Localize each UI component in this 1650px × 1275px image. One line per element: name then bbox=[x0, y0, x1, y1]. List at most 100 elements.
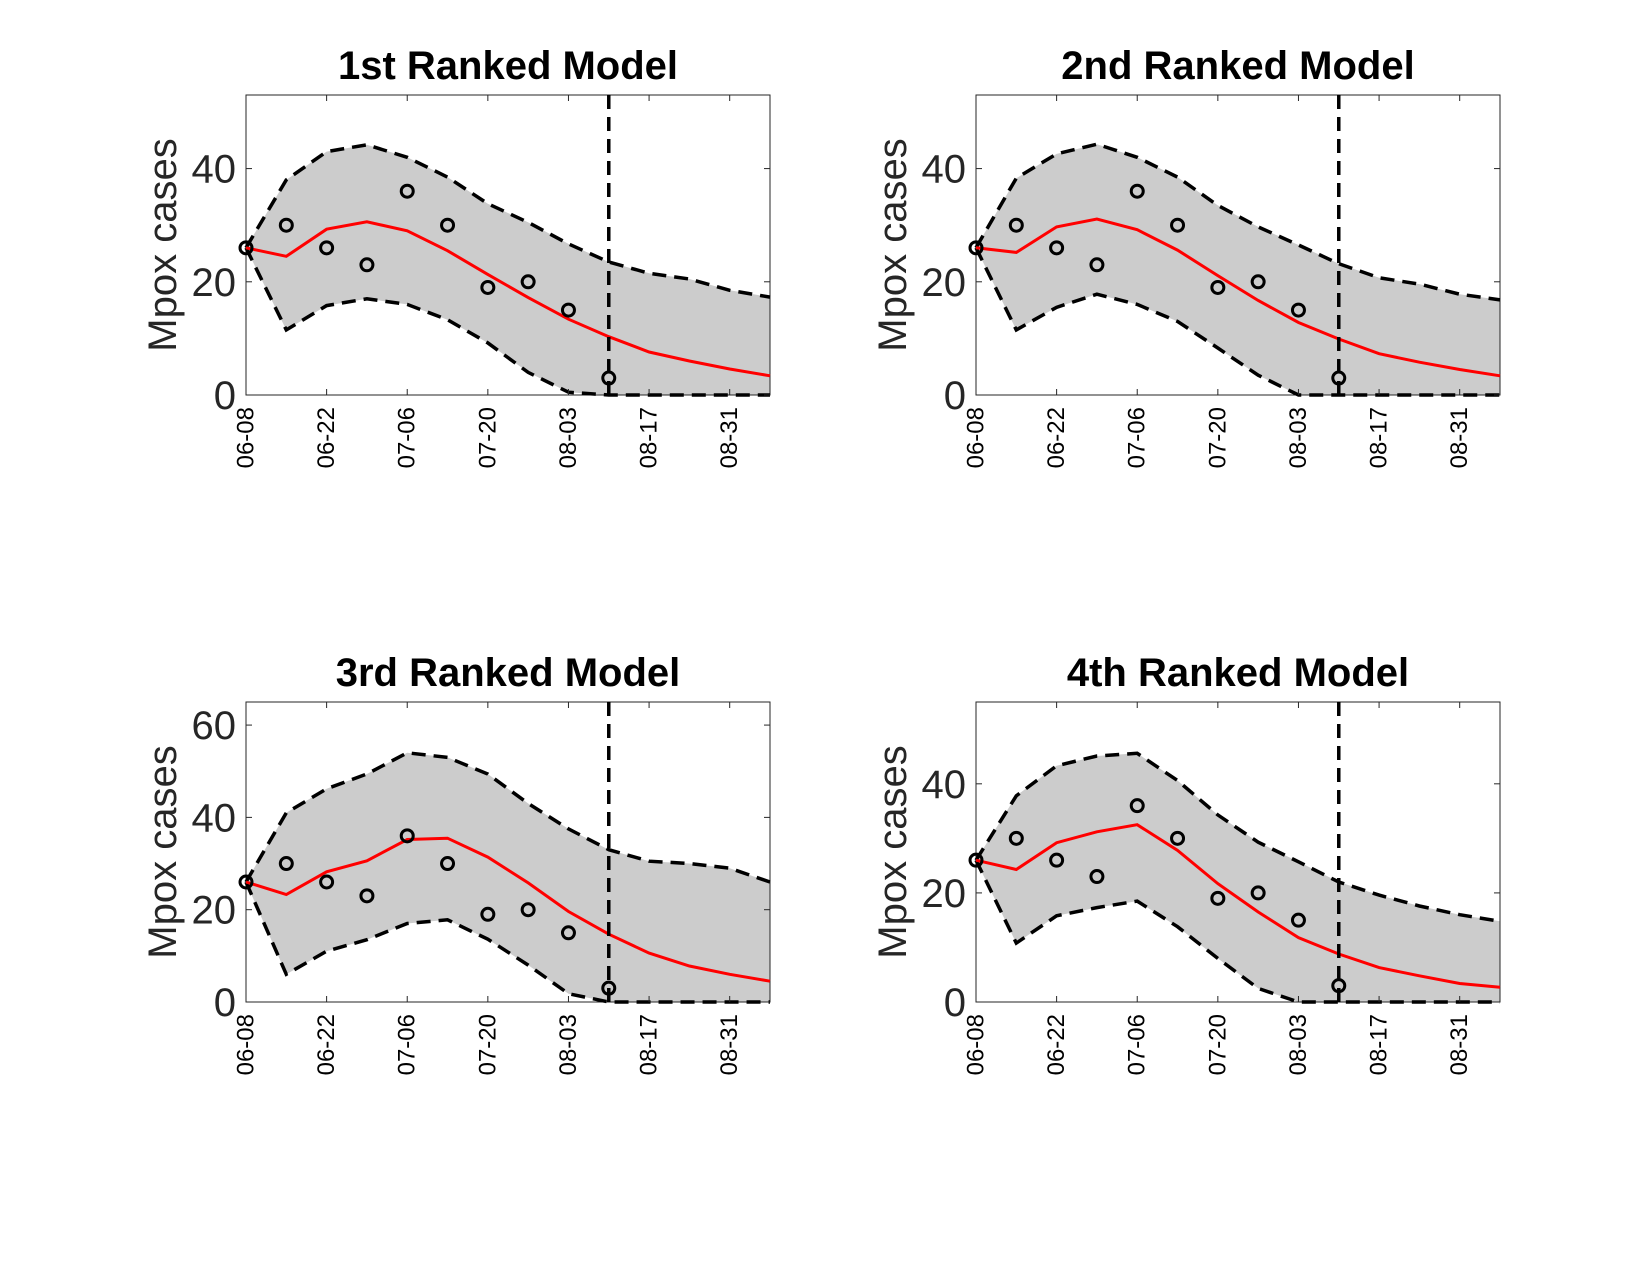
x-tick-label: 07-20 bbox=[1204, 407, 1231, 468]
x-tick-label: 07-20 bbox=[474, 1014, 501, 1075]
x-tick-label: 07-06 bbox=[394, 407, 421, 468]
x-tick-label: 06-08 bbox=[963, 407, 990, 468]
y-axis-label: Mpox cases bbox=[871, 138, 915, 351]
observed-point bbox=[1250, 885, 1266, 901]
upper-bound-line bbox=[974, 751, 1501, 924]
observed-point bbox=[560, 925, 576, 941]
lower-bound-line bbox=[244, 247, 770, 397]
observed-point bbox=[278, 217, 294, 233]
x-tick-label: 08-17 bbox=[1366, 1014, 1393, 1075]
x-tick-label: 08-17 bbox=[636, 1014, 663, 1075]
x-tick-label: 06-08 bbox=[963, 1014, 990, 1075]
observed-point bbox=[1290, 302, 1306, 318]
y-tick-label: 40 bbox=[922, 763, 967, 807]
observed-point bbox=[1250, 274, 1266, 290]
observed-point bbox=[319, 874, 335, 890]
axes-box bbox=[975, 701, 1501, 1003]
observed-point bbox=[1129, 798, 1145, 814]
y-tick-label: 20 bbox=[192, 261, 237, 305]
observed-point bbox=[968, 240, 984, 256]
observed-point bbox=[1049, 240, 1065, 256]
x-tick-label: 06-08 bbox=[233, 1014, 260, 1075]
observed-point bbox=[1089, 869, 1105, 885]
observed-point bbox=[560, 302, 576, 318]
y-tick-label: 20 bbox=[922, 261, 967, 305]
chart-panel-1: 0 20 40 06-08 06-22 07-06 07-20 08-03 08-17 08-31… bbox=[141, 44, 771, 468]
observed-point bbox=[1331, 978, 1347, 994]
y-tick-label: 0 bbox=[214, 981, 236, 1025]
y-tick-label: 60 bbox=[192, 704, 237, 748]
chart-title: 2nd Ranked Model bbox=[1061, 44, 1414, 88]
x-tick-label: 08-03 bbox=[1285, 407, 1312, 468]
observed-point bbox=[601, 980, 617, 996]
observed-point bbox=[238, 874, 254, 890]
x-tick-label: 07-20 bbox=[474, 407, 501, 468]
x-tick-label: 08-31 bbox=[1446, 1014, 1473, 1075]
observed-point bbox=[359, 888, 375, 904]
observed-point bbox=[238, 240, 254, 256]
upper-bound-line bbox=[974, 142, 1501, 302]
observed-point bbox=[480, 906, 496, 922]
x-tick-label: 07-06 bbox=[394, 1014, 421, 1075]
observed-point bbox=[399, 828, 415, 844]
observed-point bbox=[520, 274, 536, 290]
chart-title: 3rd Ranked Model bbox=[336, 651, 681, 695]
observed-point bbox=[1008, 217, 1024, 233]
observed-point bbox=[278, 856, 294, 872]
y-tick-label: 40 bbox=[192, 148, 237, 192]
observed-point bbox=[1210, 279, 1226, 295]
observed-point bbox=[1129, 183, 1145, 199]
y-axis-label: Mpox cases bbox=[141, 745, 185, 958]
model-fit-line bbox=[245, 836, 771, 983]
x-tick-label: 06-22 bbox=[313, 407, 340, 468]
observed-point bbox=[1170, 217, 1186, 233]
observed-point bbox=[601, 370, 617, 386]
observed-point bbox=[359, 257, 375, 273]
observed-point bbox=[1049, 852, 1065, 868]
observed-point bbox=[399, 183, 415, 199]
chart-panel-2: 0 20 40 06-08 06-22 07-06 07-20 08-03 08-17 08-31… bbox=[871, 44, 1501, 468]
x-tick-label: 08-03 bbox=[555, 1014, 582, 1075]
chart-title: 4th Ranked Model bbox=[1067, 651, 1409, 695]
x-tick-label: 08-31 bbox=[716, 1014, 743, 1075]
lower-bound-line bbox=[974, 859, 1500, 1004]
chart-title: 1st Ranked Model bbox=[338, 44, 678, 88]
confidence-band bbox=[246, 752, 770, 1002]
x-tick-label: 08-31 bbox=[716, 407, 743, 468]
chart-panel-4: 0 20 40 06-08 06-22 07-06 07-20 08-03 08-17 08-31… bbox=[871, 651, 1501, 1075]
model-fit-line bbox=[245, 220, 771, 378]
y-tick-label: 0 bbox=[944, 981, 966, 1025]
confidence-band bbox=[976, 144, 1500, 395]
observed-point bbox=[440, 217, 456, 233]
upper-bound-line bbox=[244, 751, 771, 884]
observed-point bbox=[968, 852, 984, 868]
observed-point bbox=[440, 856, 456, 872]
confidence-band bbox=[246, 144, 770, 395]
y-tick-label: 40 bbox=[192, 796, 237, 840]
model-fit-line bbox=[975, 217, 1501, 378]
model-fit-line bbox=[975, 823, 1501, 989]
x-tick-label: 07-06 bbox=[1124, 1014, 1151, 1075]
lower-bound-line bbox=[244, 881, 770, 1004]
x-tick-label: 06-22 bbox=[1043, 1014, 1070, 1075]
lower-bound-line bbox=[974, 247, 1500, 397]
y-tick-label: 20 bbox=[922, 872, 967, 916]
observed-point bbox=[1089, 257, 1105, 273]
observed-point bbox=[1290, 912, 1306, 928]
x-tick-label: 08-03 bbox=[555, 407, 582, 468]
x-tick-label: 07-20 bbox=[1204, 1014, 1231, 1075]
x-tick-label: 08-03 bbox=[1285, 1014, 1312, 1075]
x-tick-label: 07-06 bbox=[1124, 407, 1151, 468]
observed-point bbox=[1210, 890, 1226, 906]
observed-point bbox=[1331, 370, 1347, 386]
observed-point bbox=[319, 240, 335, 256]
observed-point bbox=[1170, 830, 1186, 846]
confidence-band bbox=[976, 753, 1500, 1002]
y-tick-label: 0 bbox=[214, 374, 236, 418]
x-tick-label: 06-08 bbox=[233, 407, 260, 468]
x-tick-label: 06-22 bbox=[313, 1014, 340, 1075]
observed-point bbox=[480, 279, 496, 295]
upper-bound-line bbox=[244, 143, 771, 299]
observed-point bbox=[520, 902, 536, 918]
